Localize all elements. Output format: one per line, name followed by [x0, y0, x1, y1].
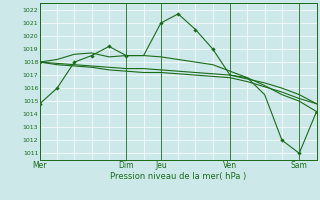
- X-axis label: Pression niveau de la mer( hPa ): Pression niveau de la mer( hPa ): [110, 172, 246, 181]
